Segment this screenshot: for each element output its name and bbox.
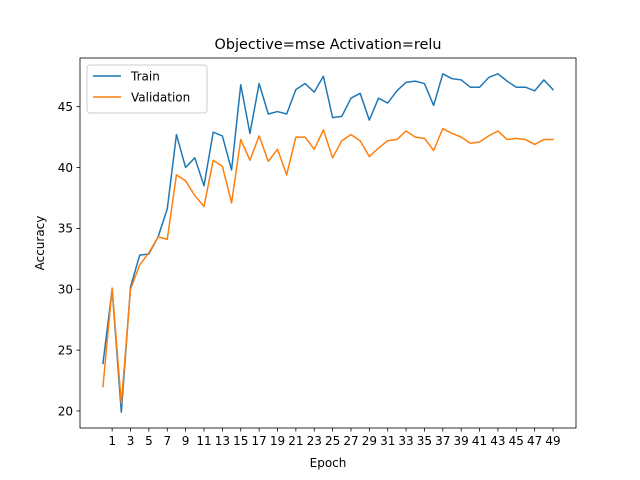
x-tick-label: 13 bbox=[215, 434, 230, 448]
x-tick-label: 47 bbox=[527, 434, 542, 448]
x-tick-label: 21 bbox=[288, 434, 303, 448]
x-tick-label: 5 bbox=[145, 434, 153, 448]
legend-box bbox=[86, 64, 208, 114]
x-tick-label: 17 bbox=[251, 434, 266, 448]
series-line-validation bbox=[102, 127, 554, 405]
x-axis-ticks: 1 3 5 7 9 11 13 15 17 19 21 23 25 27 29 31 33 35 37 39 41 43 4… bbox=[108, 428, 561, 448]
y-tick-label: 20 bbox=[58, 404, 73, 418]
series-layer bbox=[102, 73, 555, 413]
x-tick-label: 1 bbox=[108, 434, 116, 448]
x-tick-label: 9 bbox=[182, 434, 190, 448]
x-tick-label: 43 bbox=[490, 434, 505, 448]
legend-train-label: Train bbox=[130, 70, 160, 84]
x-tick-label: 39 bbox=[454, 434, 469, 448]
y-tick-label: 30 bbox=[58, 283, 73, 297]
y-axis-ticks: 20 25 30 35 40 45 bbox=[58, 100, 80, 418]
y-axis-label: Accuracy bbox=[33, 216, 47, 271]
x-tick-label: 23 bbox=[307, 434, 322, 448]
plot-area bbox=[80, 58, 576, 428]
x-tick-label: 7 bbox=[163, 434, 171, 448]
x-tick-label: 41 bbox=[472, 434, 487, 448]
y-tick-label: 35 bbox=[58, 222, 73, 236]
y-tick-label: 40 bbox=[58, 161, 73, 175]
x-tick-label: 29 bbox=[362, 434, 377, 448]
x-tick-label: 49 bbox=[545, 434, 560, 448]
x-tick-label: 27 bbox=[343, 434, 358, 448]
x-tick-label: 15 bbox=[233, 434, 248, 448]
x-axis-label: Epoch bbox=[310, 456, 347, 470]
x-tick-label: 37 bbox=[435, 434, 450, 448]
plot-frame bbox=[79, 57, 577, 429]
chart-title: Objective=mse Activation=relu bbox=[215, 37, 442, 53]
series-line-train bbox=[102, 73, 555, 413]
x-tick-label: 45 bbox=[509, 434, 524, 448]
x-tick-label: 3 bbox=[127, 434, 135, 448]
y-tick-label: 25 bbox=[58, 343, 73, 357]
x-tick-label: 35 bbox=[417, 434, 432, 448]
x-tick-label: 33 bbox=[398, 434, 413, 448]
legend-validation-label: Validation bbox=[131, 91, 190, 105]
y-tick-label: 45 bbox=[58, 100, 73, 114]
x-tick-label: 25 bbox=[325, 434, 340, 448]
legend: Train Validation bbox=[86, 64, 208, 114]
x-tick-label: 19 bbox=[270, 434, 285, 448]
x-tick-label: 11 bbox=[196, 434, 211, 448]
x-tick-label: 31 bbox=[380, 434, 395, 448]
